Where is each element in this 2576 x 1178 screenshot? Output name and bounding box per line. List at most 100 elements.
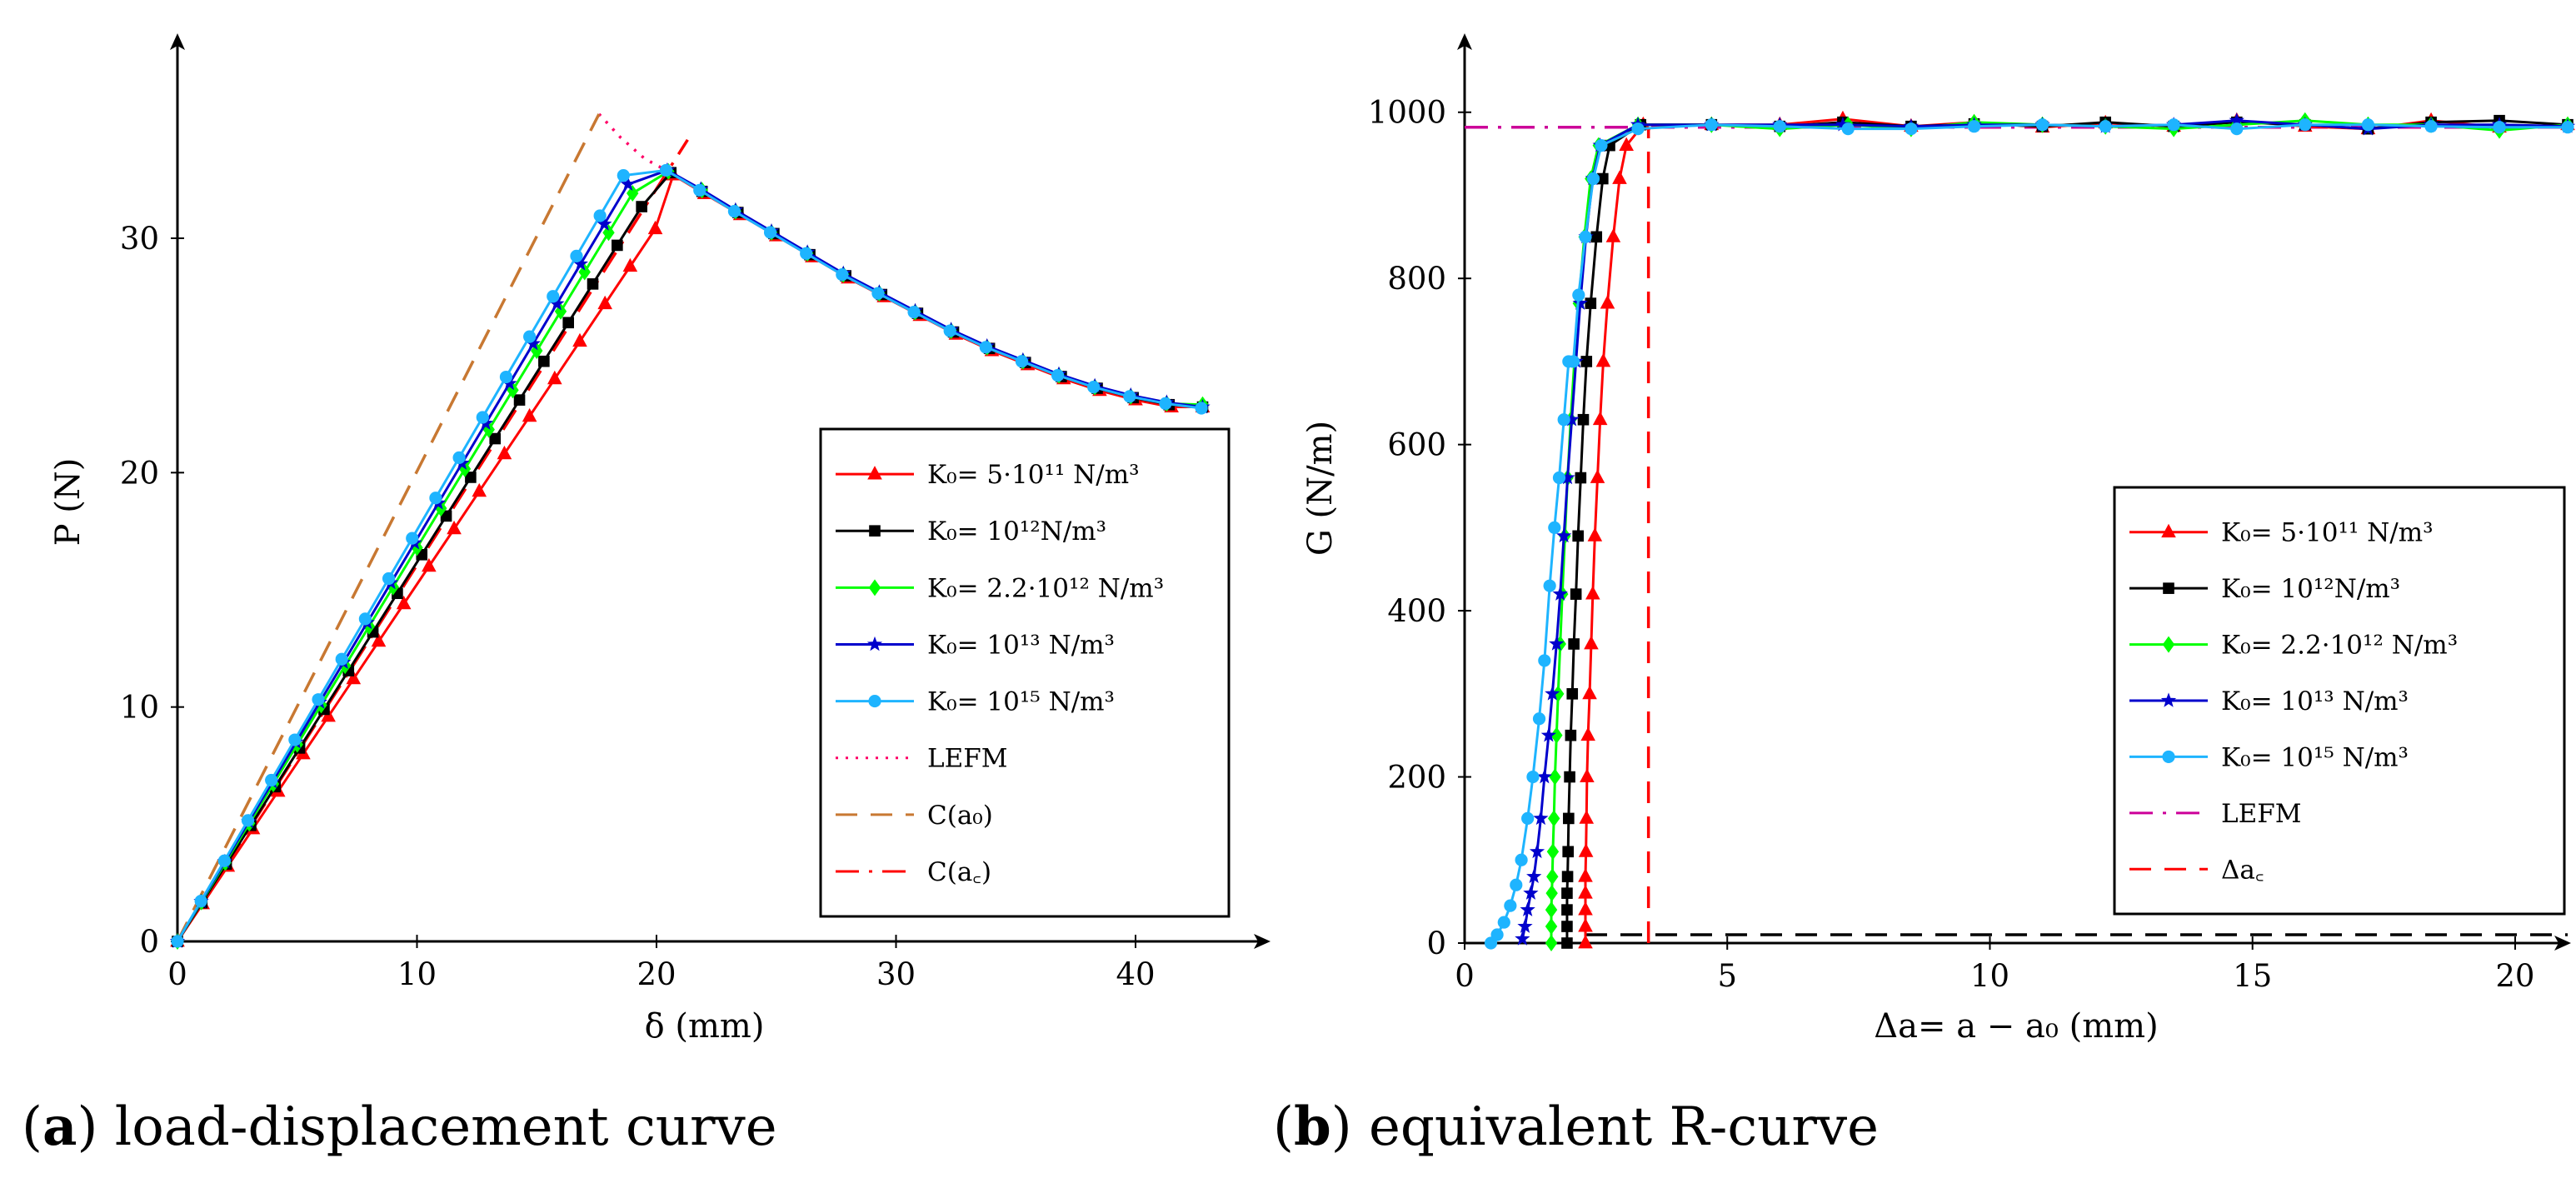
point-k5 — [1548, 521, 1561, 534]
point-k2 — [1565, 729, 1577, 741]
point-k1 — [1587, 527, 1603, 542]
point-k5 — [1515, 853, 1528, 866]
point-k5 — [871, 287, 885, 300]
point-k5 — [1195, 402, 1208, 415]
x-tick-label: 20 — [2495, 958, 2534, 994]
point-k2 — [1561, 904, 1573, 916]
point-k5 — [1579, 230, 1592, 243]
point-k2 — [489, 432, 502, 445]
legend-label-k4: K₀= 10¹³ N/m³ — [2221, 686, 2409, 716]
series-line-lefm_a — [597, 112, 667, 172]
x-tick-label: 10 — [1970, 958, 2009, 994]
point-k5 — [1967, 120, 1981, 133]
series-line-k5 — [176, 168, 1202, 942]
point-k2 — [562, 317, 574, 329]
point-k2 — [1561, 921, 1573, 932]
point-k4 — [1540, 727, 1557, 742]
point-k3 — [1545, 935, 1558, 951]
caption-a-text: load-displacement curve — [114, 1096, 777, 1158]
point-k4 — [1545, 686, 1560, 701]
x-tick-label: 20 — [637, 956, 676, 992]
point-k4 — [502, 375, 517, 391]
point-k5 — [2493, 121, 2506, 134]
point-k2 — [1561, 937, 1573, 949]
y-tick-label: 0 — [1426, 926, 1446, 961]
point-k5 — [382, 572, 396, 586]
point-k5 — [693, 183, 706, 197]
point-k4 — [1835, 117, 1851, 132]
legend-label-cac: C(a꜀) — [927, 857, 991, 887]
point-k1 — [1578, 918, 1593, 932]
legend-marker-k4 — [2160, 692, 2177, 707]
point-k1 — [1580, 768, 1595, 782]
point-k2 — [538, 355, 550, 367]
point-k5 — [1631, 122, 1645, 136]
point-k5 — [1538, 654, 1551, 667]
y-axis-label: G (N/m) — [1301, 421, 1340, 556]
point-k5 — [2167, 118, 2180, 132]
point-k2 — [1585, 297, 1597, 309]
point-k1 — [1585, 586, 1600, 600]
point-k1 — [647, 220, 663, 235]
point-k5 — [335, 652, 348, 666]
point-k5 — [1521, 811, 1535, 826]
point-k3 — [1545, 918, 1558, 936]
legend-marker-k2 — [2163, 582, 2174, 594]
point-k1 — [622, 257, 638, 272]
series-line-ca0 — [176, 113, 601, 942]
x-axis-label: δ (mm) — [645, 1007, 765, 1046]
legend-label-ca0: C(a₀) — [927, 801, 993, 831]
legend-marker-k3 — [868, 579, 881, 596]
point-k5 — [763, 226, 777, 239]
point-k5 — [406, 532, 419, 545]
point-k5 — [2361, 118, 2375, 132]
point-k5 — [1532, 712, 1546, 726]
point-k5 — [2561, 121, 2574, 134]
point-k5 — [1557, 413, 1570, 427]
point-k5 — [570, 249, 583, 262]
point-k1 — [1578, 868, 1593, 882]
point-k4 — [1572, 295, 1588, 310]
point-k5 — [800, 247, 813, 260]
point-k5 — [1123, 390, 1136, 403]
legend-marker-k2 — [869, 525, 881, 537]
y-tick-label: 30 — [120, 221, 159, 257]
point-k4 — [549, 296, 565, 311]
point-k1 — [1605, 228, 1621, 242]
point-k4 — [1556, 527, 1572, 543]
point-k1 — [396, 595, 412, 610]
legend-label-k1: K₀= 5·10¹¹ N/m³ — [2221, 518, 2434, 548]
point-k5 — [312, 693, 325, 706]
legend: K₀= 5·10¹¹ N/m³ K₀= 10¹²N/m³ K₀= 2.2·10¹² … — [2113, 486, 2566, 916]
x-tick-label: 15 — [2233, 958, 2272, 994]
point-k4 — [1552, 586, 1568, 601]
point-k5 — [1905, 122, 1918, 136]
point-k1 — [1619, 137, 1634, 152]
y-tick-label: 1000 — [1368, 95, 1446, 131]
point-k5 — [943, 324, 956, 337]
legend-marker-k1 — [867, 466, 882, 480]
point-k5 — [2035, 118, 2049, 132]
caption-a-tag: a — [42, 1096, 77, 1158]
point-k1 — [1582, 685, 1597, 700]
point-k1 — [1584, 635, 1599, 650]
point-k3 — [1545, 901, 1558, 919]
legend-box — [819, 427, 1231, 918]
point-k1 — [1578, 885, 1593, 899]
x-tick-label: 30 — [876, 956, 916, 992]
caption-b-tag: b — [1293, 1096, 1331, 1158]
x-axis-arrow — [1254, 934, 1271, 949]
point-k5 — [265, 773, 278, 787]
x-tick-label: 5 — [1717, 958, 1737, 994]
legend-label-k3: K₀= 2.2·10¹² N/m³ — [2221, 631, 2458, 661]
point-k2 — [1562, 846, 1575, 858]
point-k1 — [1595, 352, 1611, 367]
point-k5 — [1087, 381, 1101, 394]
point-k2 — [1564, 771, 1575, 783]
legend-marker-k5 — [2162, 750, 2175, 764]
point-k1 — [547, 370, 562, 385]
y-axis-label: P (N) — [49, 458, 87, 547]
point-k2 — [1597, 172, 1609, 185]
y-tick-label: 600 — [1387, 427, 1446, 463]
